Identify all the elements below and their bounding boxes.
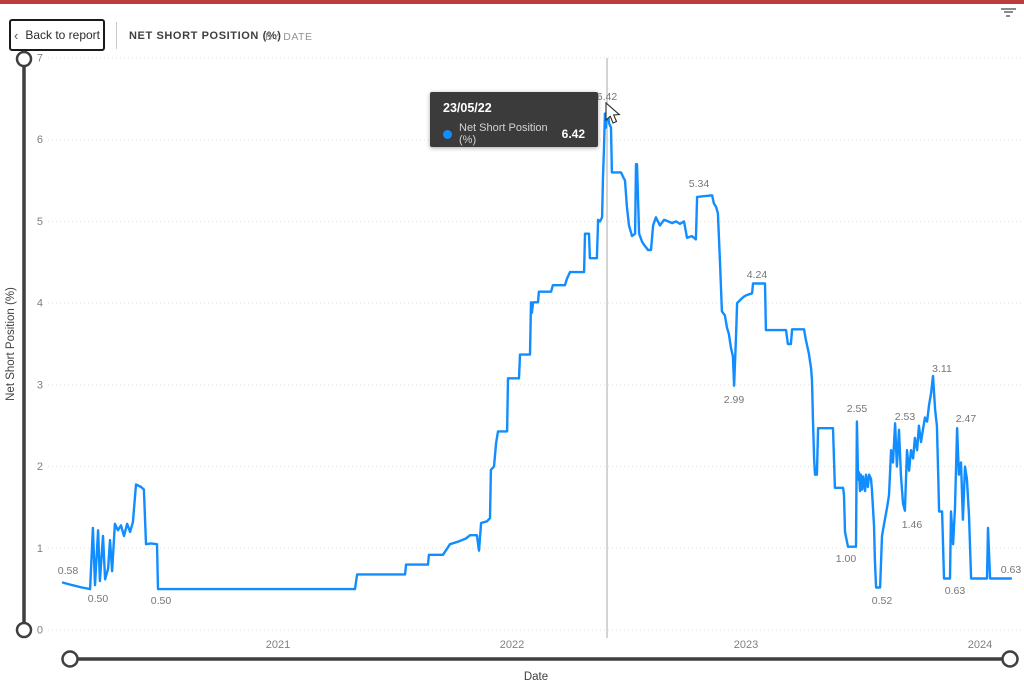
data-labels: 0.58 0.50 0.50 6.42 5.34 4.24 2.99 2.55 2.53 3.11…	[58, 91, 1022, 607]
svg-text:2024: 2024	[968, 639, 992, 651]
svg-text:0.52: 0.52	[872, 595, 893, 607]
svg-text:6: 6	[37, 134, 43, 146]
svg-text:5: 5	[37, 216, 43, 228]
svg-text:2021: 2021	[266, 639, 290, 651]
svg-text:2023: 2023	[734, 639, 758, 651]
svg-text:4: 4	[37, 298, 43, 310]
svg-text:2.99: 2.99	[724, 394, 745, 406]
svg-text:3: 3	[37, 379, 43, 391]
svg-text:1.00: 1.00	[836, 553, 857, 565]
series-color-dot-icon	[443, 129, 452, 139]
tooltip-series-label: Net Short Position (%)	[459, 122, 548, 146]
filter-icon[interactable]	[999, 6, 1017, 20]
x-axis-title: Date	[524, 671, 548, 683]
x-zoom-handle-right[interactable]	[1001, 650, 1019, 668]
header-divider	[116, 22, 117, 49]
y-zoom-handle-bottom[interactable]	[15, 621, 33, 639]
back-to-report-button[interactable]: ‹ Back to report	[9, 19, 105, 51]
svg-text:1: 1	[37, 543, 43, 555]
top-accent-bar	[0, 0, 1024, 4]
y-axis-title: Net Short Position (%)	[5, 287, 17, 401]
svg-text:0.63: 0.63	[945, 585, 966, 597]
y-zoom-slider[interactable]	[15, 50, 33, 639]
y-zoom-handle-top[interactable]	[15, 50, 33, 68]
svg-text:0.63: 0.63	[1001, 564, 1022, 576]
x-zoom-handle-left[interactable]	[61, 650, 79, 668]
svg-text:6.42: 6.42	[597, 91, 618, 103]
series-line[interactable]	[61, 104, 1013, 591]
tooltip: 23/05/22 Net Short Position (%) 6.42	[430, 92, 598, 147]
svg-text:0.50: 0.50	[88, 593, 109, 605]
svg-text:1.46: 1.46	[902, 519, 923, 531]
svg-text:7: 7	[37, 53, 43, 65]
svg-text:0: 0	[37, 625, 43, 637]
visual-title: NET SHORT POSITION (%)	[129, 30, 282, 42]
x-zoom-slider[interactable]	[61, 650, 1019, 668]
svg-text:5.34: 5.34	[689, 178, 710, 190]
tooltip-row: Net Short Position (%) 6.42	[443, 122, 585, 146]
visual-subtitle: BY DATE	[265, 31, 313, 43]
back-to-report-label: Back to report	[25, 28, 101, 42]
svg-text:0.58: 0.58	[58, 565, 79, 577]
svg-text:2.47: 2.47	[956, 413, 977, 425]
mouse-cursor-icon	[605, 101, 621, 124]
svg-text:2: 2	[37, 461, 43, 473]
svg-text:2022: 2022	[500, 639, 524, 651]
svg-text:4.24: 4.24	[747, 269, 768, 281]
chevron-left-icon: ‹	[13, 27, 19, 43]
tooltip-date: 23/05/22	[443, 101, 492, 115]
svg-text:2.53: 2.53	[895, 411, 916, 423]
svg-text:2.55: 2.55	[847, 403, 868, 415]
svg-text:3.11: 3.11	[932, 363, 952, 375]
gridlines-and-ticks: 0 1 2 3 4 5 6 7 2021 2022 2023 2024	[37, 53, 1022, 651]
svg-text:0.50: 0.50	[151, 595, 172, 607]
tooltip-value: 6.42	[561, 127, 585, 141]
